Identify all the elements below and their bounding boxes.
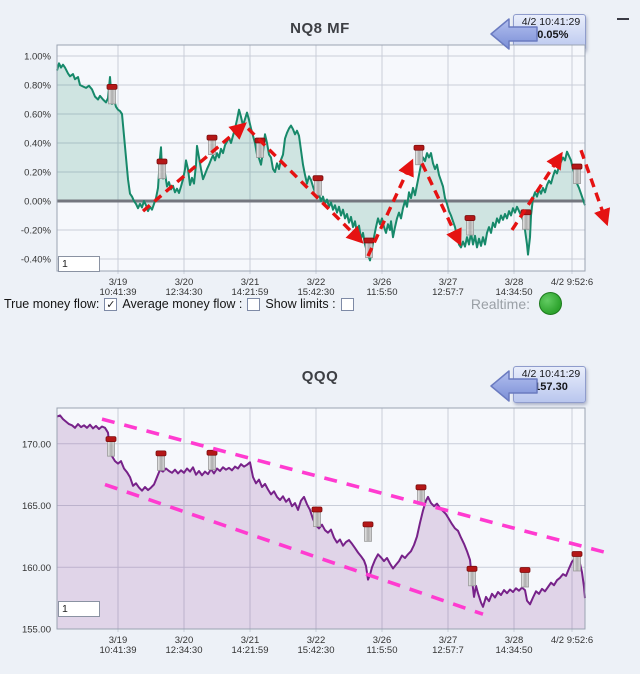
svg-text:3/28: 3/28 (505, 277, 524, 288)
svg-text:0.60%: 0.60% (24, 110, 51, 121)
svg-text:3/26: 3/26 (373, 277, 392, 288)
svg-text:3/20: 3/20 (175, 277, 194, 288)
show-limits-checkbox[interactable] (340, 297, 354, 311)
svg-text:12:57:7: 12:57:7 (432, 645, 464, 656)
svg-text:11:5:50: 11:5:50 (367, 645, 398, 656)
svg-text:165.00: 165.00 (22, 501, 51, 512)
svg-text:14:34:50: 14:34:50 (496, 645, 533, 656)
average-money-flow-checkbox[interactable] (247, 297, 261, 311)
badge-price-value: 157.30 (534, 381, 568, 394)
svg-text:3/20: 3/20 (175, 635, 194, 646)
trend-channel-lines (101, 417, 609, 616)
badge-timestamp: 4/2 10:41:29 (521, 368, 581, 380)
money-flow-controls: True money flow: ✓ Average money flow : … (4, 297, 354, 311)
svg-text:10:41:39: 10:41:39 (100, 287, 137, 298)
nq8-mf-plot[interactable]: 1.00% 0.80% 0.60% 0.40% 0.20% 0.00% -0.20% -0.4… (0, 0, 640, 312)
svg-text:0.40%: 0.40% (24, 139, 51, 150)
svg-text:0.80%: 0.80% (24, 81, 51, 92)
trend-arrows (141, 122, 611, 257)
svg-text:3/19: 3/19 (109, 277, 128, 288)
svg-text:3/22: 3/22 (307, 277, 326, 288)
badge-timestamp: 4/2 10:41:29 (521, 16, 581, 28)
true-money-flow-label: True money flow: (4, 297, 100, 311)
bottom-period-input[interactable] (58, 601, 100, 617)
svg-text:14:21:59: 14:21:59 (232, 287, 269, 298)
svg-text:15:42:30: 15:42:30 (298, 645, 335, 656)
realtime-indicator: Realtime: (430, 292, 562, 315)
svg-text:170.00: 170.00 (22, 439, 51, 450)
svg-text:-0.20%: -0.20% (21, 226, 52, 237)
svg-text:3/27: 3/27 (439, 277, 458, 288)
svg-text:4/2 9:52:6: 4/2 9:52:6 (551, 277, 593, 288)
svg-text:12:57:7: 12:57:7 (432, 287, 464, 298)
realtime-status-dot (539, 292, 562, 315)
go-to-latest-arrow-icon[interactable] (489, 368, 539, 404)
area-fill (57, 415, 585, 629)
svg-text:12:34:30: 12:34:30 (166, 645, 203, 656)
svg-text:3/21: 3/21 (241, 635, 260, 646)
bottom-chart-title: QQQ (301, 368, 339, 385)
plot-background (57, 45, 585, 271)
svg-text:3/22: 3/22 (307, 635, 326, 646)
svg-text:10:41:39: 10:41:39 (100, 645, 137, 656)
svg-text:3/27: 3/27 (439, 635, 458, 646)
price-line (56, 414, 586, 608)
area-fill (57, 63, 585, 261)
svg-text:11:5:50: 11:5:50 (367, 287, 398, 298)
svg-text:0.20%: 0.20% (24, 168, 51, 179)
show-limits-label: Show limits : (265, 297, 336, 311)
svg-text:0.00%: 0.00% (24, 197, 51, 208)
plot-border (56, 407, 586, 630)
average-money-flow-label: Average money flow : (122, 297, 243, 311)
svg-text:3/19: 3/19 (109, 635, 128, 646)
svg-text:14:21:59: 14:21:59 (232, 645, 269, 656)
svg-text:3/28: 3/28 (505, 635, 524, 646)
svg-text:4/2 9:52:6: 4/2 9:52:6 (551, 635, 593, 646)
svg-text:160.00: 160.00 (22, 563, 51, 574)
badge-change-value: -0.05% (533, 29, 569, 42)
top-chart-title: NQ8 MF (290, 20, 350, 37)
svg-text:14:34:50: 14:34:50 (496, 287, 533, 298)
realtime-label: Realtime: (470, 295, 530, 312)
axis-labels: 1.00% 0.80% 0.60% 0.40% 0.20% 0.00% -0.20% -0.4… (21, 52, 593, 299)
bottom-chart-badge: 4/2 10:41:29 157.30 (489, 365, 586, 405)
svg-text:155.00: 155.00 (22, 625, 51, 636)
go-to-latest-arrow-icon[interactable] (489, 16, 539, 52)
svg-text:3/26: 3/26 (373, 635, 392, 646)
svg-text:12:34:30: 12:34:30 (166, 287, 203, 298)
svg-text:-0.40%: -0.40% (21, 255, 52, 266)
top-period-input[interactable] (58, 256, 100, 272)
svg-text:3/21: 3/21 (241, 277, 260, 288)
svg-text:15:42:30: 15:42:30 (298, 287, 335, 298)
true-money-flow-checkbox[interactable]: ✓ (104, 297, 118, 311)
window-dash (617, 18, 629, 20)
svg-text:1.00%: 1.00% (24, 52, 51, 63)
flag-markers (105, 436, 583, 588)
